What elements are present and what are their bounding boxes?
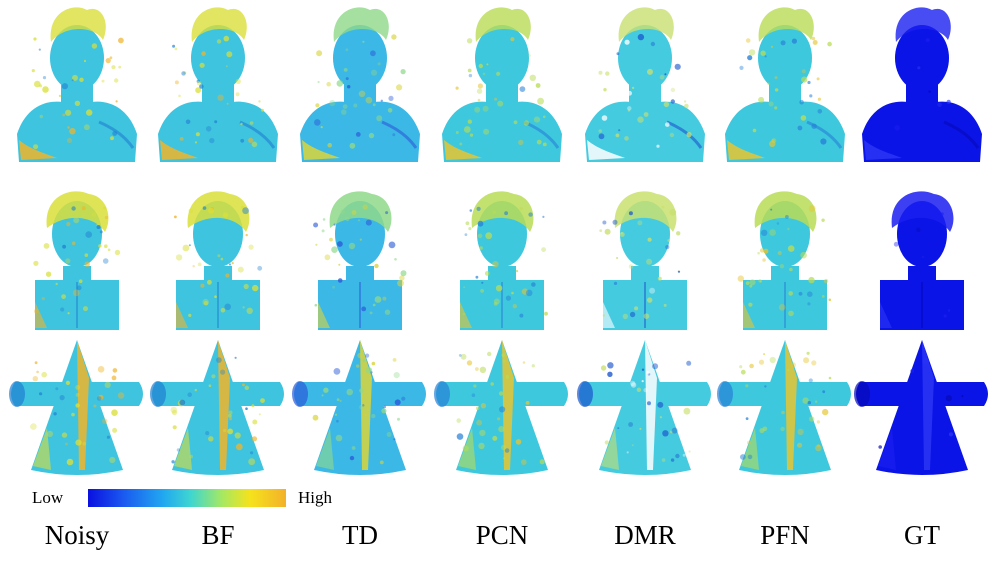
- render-boy-bust-pcn: [442, 7, 562, 162]
- render-boy-bust-dmr: [585, 7, 705, 162]
- render-cone-with-arms-pcn: [434, 340, 568, 475]
- colorbar-low-label: Low: [32, 488, 64, 507]
- render-david-bust-td: [313, 191, 407, 330]
- render-boy-bust-td: [300, 7, 420, 162]
- column-label-dmr: DMR: [614, 520, 676, 550]
- render-cone-with-arms-td: [292, 340, 426, 475]
- render-grid: [9, 7, 988, 475]
- render-cone-with-arms-pfn: [717, 340, 851, 475]
- render-david-bust-pfn: [737, 191, 832, 330]
- render-david-bust-noisy: [33, 191, 121, 330]
- render-cone-with-arms-gt: [854, 340, 988, 475]
- render-boy-bust-bf: [158, 7, 278, 162]
- column-label-td: TD: [342, 520, 378, 550]
- colorbar-high-label: High: [298, 488, 332, 507]
- column-label-pcn: PCN: [475, 520, 529, 550]
- render-cone-with-arms-noisy: [9, 340, 143, 475]
- render-boy-bust-gt: [862, 7, 982, 162]
- render-david-bust-pcn: [460, 191, 548, 330]
- column-label-bf: BF: [201, 520, 235, 550]
- colorbar-gradient: [88, 489, 286, 507]
- column-label-noisy: Noisy: [44, 520, 110, 550]
- render-boy-bust-pfn: [725, 7, 845, 162]
- render-cone-with-arms-bf: [150, 340, 284, 475]
- render-cone-with-arms-dmr: [577, 340, 711, 475]
- render-david-bust-gt: [880, 191, 964, 330]
- column-label-gt: GT: [904, 520, 940, 550]
- render-david-bust-bf: [174, 191, 263, 330]
- render-david-bust-dmr: [599, 191, 687, 330]
- column-label-pfn: PFN: [760, 520, 810, 550]
- render-boy-bust-noisy: [17, 7, 137, 162]
